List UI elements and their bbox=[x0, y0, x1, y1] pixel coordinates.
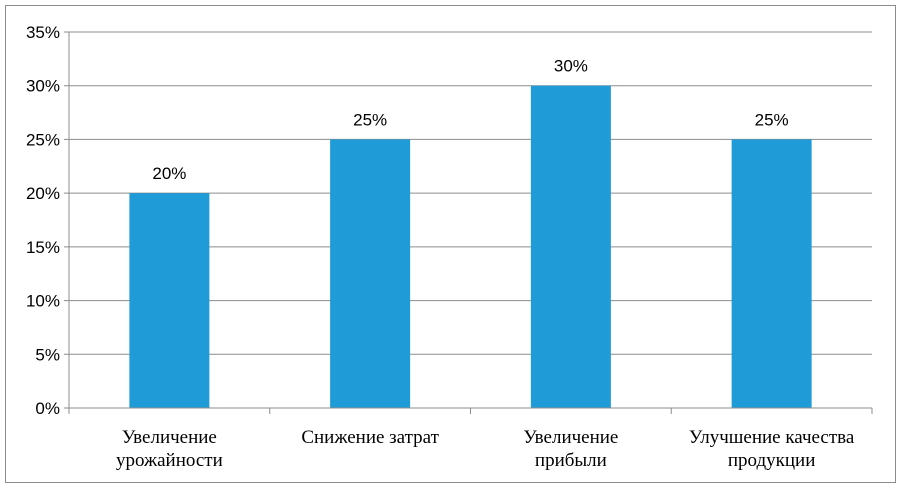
category-label-line: Увеличение bbox=[122, 427, 217, 448]
bars bbox=[129, 85, 812, 408]
category-label-line: прибыли bbox=[535, 450, 607, 471]
data-labels: 20% 25% 30% 25% bbox=[152, 57, 788, 183]
bar bbox=[731, 139, 812, 408]
bar bbox=[330, 139, 411, 408]
y-tick-label: 5% bbox=[35, 345, 60, 364]
data-label: 30% bbox=[554, 57, 588, 76]
bar bbox=[129, 193, 210, 408]
chart-frame: 0% 5% 10% 15% 20% 25% 30% 35% 20% 25% 30% 25% Увел… bbox=[5, 5, 896, 483]
y-tick-label: 0% bbox=[35, 399, 60, 418]
y-tick-label: 15% bbox=[26, 238, 60, 257]
y-tick-label: 30% bbox=[26, 77, 60, 96]
y-tick-label: 25% bbox=[26, 130, 60, 149]
bar bbox=[530, 85, 611, 408]
y-tick-label: 35% bbox=[26, 23, 60, 42]
y-tick-label: 20% bbox=[26, 184, 60, 203]
data-label: 25% bbox=[353, 110, 387, 129]
category-label: Снижение затрат bbox=[301, 427, 439, 448]
category-label: Улучшение качества продукции bbox=[689, 427, 855, 471]
category-label-line: Снижение затрат bbox=[301, 427, 439, 448]
category-label-line: урожайности bbox=[116, 450, 223, 471]
category-label-line: Увеличение bbox=[523, 427, 618, 448]
category-label: Увеличение урожайности bbox=[116, 427, 223, 471]
axes bbox=[64, 31, 873, 414]
data-label: 20% bbox=[152, 164, 186, 183]
category-label-line: продукции bbox=[728, 450, 816, 471]
category-label-line: Улучшение качества bbox=[689, 427, 855, 448]
y-tick-labels: 0% 5% 10% 15% 20% 25% 30% 35% bbox=[26, 23, 60, 418]
bar-chart: 0% 5% 10% 15% 20% 25% 30% 35% 20% 25% 30% 25% Увел… bbox=[26, 23, 873, 471]
data-label: 25% bbox=[755, 110, 789, 129]
y-tick-label: 10% bbox=[26, 292, 60, 311]
category-label: Увеличение прибыли bbox=[523, 427, 618, 471]
